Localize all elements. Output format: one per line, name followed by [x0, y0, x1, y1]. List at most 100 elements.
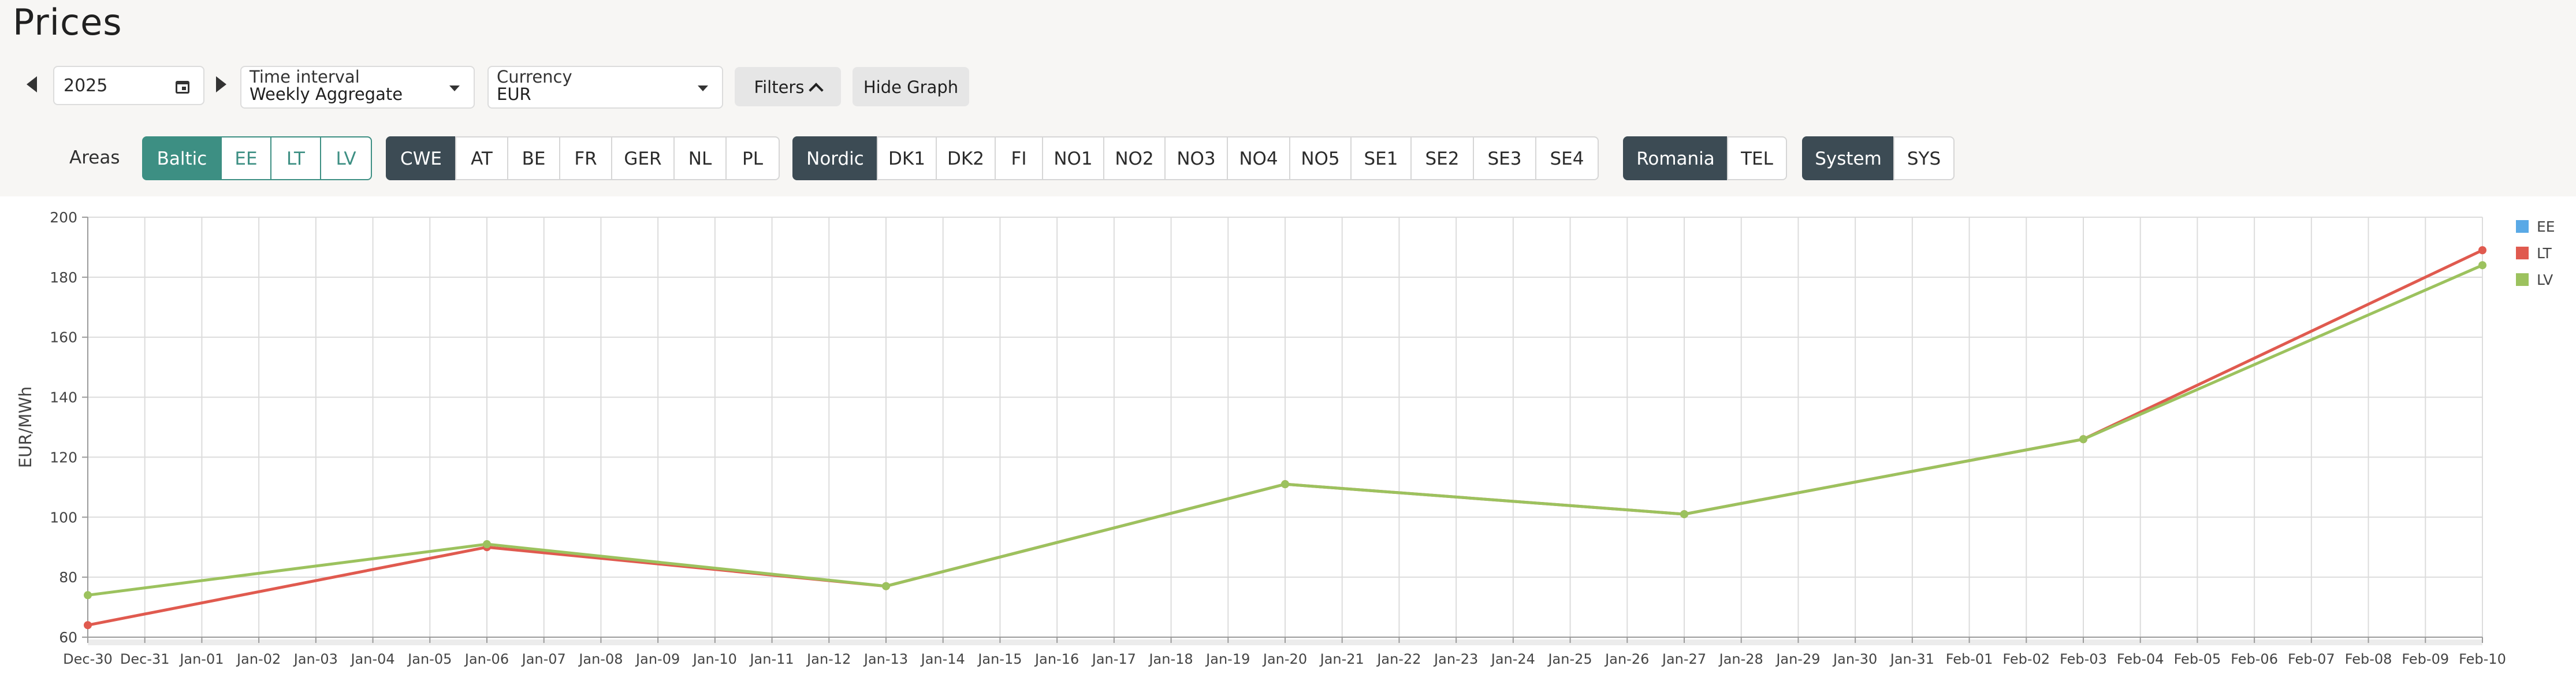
x-tick-label: Jan-22	[1376, 651, 1421, 667]
legend-label-ee[interactable]: EE	[2537, 218, 2555, 235]
data-point-lv[interactable]	[1281, 480, 1289, 489]
legend-swatch-ee[interactable]	[2516, 220, 2529, 233]
x-tick-label: Dec-30	[63, 651, 113, 667]
x-tick-label: Feb-01	[1946, 651, 1993, 667]
data-point-lv[interactable]	[882, 582, 890, 590]
x-tick-label: Feb-02	[2002, 651, 2050, 667]
y-tick-label: 60	[59, 629, 77, 646]
area-button-se2[interactable]: SE2	[1410, 136, 1474, 180]
x-tick-label: Jan-12	[806, 651, 851, 667]
previous-year-button[interactable]	[27, 76, 37, 92]
area-button-pl[interactable]: PL	[725, 136, 780, 180]
area-button-system[interactable]: System	[1802, 136, 1894, 180]
controls-bar: 2025 Time interval Weekly Aggregate Curr…	[0, 64, 2576, 110]
x-tick-label: Jan-02	[236, 651, 281, 667]
area-button-nl[interactable]: NL	[673, 136, 727, 180]
data-point-lv[interactable]	[483, 540, 491, 549]
y-tick-label: 120	[50, 449, 77, 466]
area-button-ee[interactable]: EE	[221, 136, 271, 180]
data-point-lv[interactable]	[84, 591, 92, 600]
x-tick-label: Jan-06	[464, 651, 509, 667]
legend-label-lt[interactable]: LT	[2537, 245, 2552, 262]
area-button-fr[interactable]: FR	[559, 136, 612, 180]
x-tick-label: Feb-06	[2231, 651, 2278, 667]
y-tick-label: 180	[50, 269, 77, 286]
hide-graph-button[interactable]: Hide Graph	[853, 67, 969, 106]
time-interval-label: Time interval	[250, 67, 360, 87]
data-point-lt[interactable]	[2478, 246, 2486, 255]
area-button-romania[interactable]: Romania	[1623, 136, 1728, 180]
calendar-icon[interactable]	[174, 79, 191, 95]
area-button-no5[interactable]: NO5	[1289, 136, 1352, 180]
x-tick-label: Jan-27	[1661, 651, 1706, 667]
x-tick-label: Feb-07	[2288, 651, 2335, 667]
area-button-no4[interactable]: NO4	[1227, 136, 1290, 180]
area-button-lt[interactable]: LT	[270, 136, 321, 180]
hide-graph-label: Hide Graph	[863, 77, 959, 97]
x-tick-label: Jan-09	[635, 651, 680, 667]
legend-swatch-lt[interactable]	[2516, 247, 2529, 259]
y-axis-label: EUR/MWh	[16, 386, 35, 468]
area-button-ger[interactable]: GER	[611, 136, 675, 180]
area-button-se1[interactable]: SE1	[1350, 136, 1412, 180]
chevron-down-icon	[449, 85, 460, 91]
x-tick-label: Feb-03	[2060, 651, 2107, 667]
area-button-dk1[interactable]: DK1	[877, 136, 937, 180]
area-button-tel[interactable]: TEL	[1727, 136, 1787, 180]
area-button-se4[interactable]: SE4	[1535, 136, 1599, 180]
y-tick-label: 100	[50, 509, 77, 526]
area-button-nordic[interactable]: Nordic	[792, 136, 878, 180]
area-button-be[interactable]: BE	[507, 136, 560, 180]
data-point-lv[interactable]	[1680, 510, 1688, 519]
legend-swatch-lv[interactable]	[2516, 273, 2529, 286]
year-value: 2025	[64, 76, 108, 96]
x-tick-label: Jan-16	[1034, 651, 1079, 667]
data-point-lv[interactable]	[2478, 261, 2486, 270]
x-tick-label: Feb-09	[2402, 651, 2449, 667]
top-panel: Prices 2025 Time interval Weekly Aggrega…	[0, 0, 2576, 196]
y-tick-label: 140	[50, 389, 77, 406]
area-button-no2[interactable]: NO2	[1103, 136, 1166, 180]
area-button-baltic[interactable]: Baltic	[142, 136, 222, 180]
time-interval-select[interactable]: Time interval Weekly Aggregate	[240, 66, 475, 109]
legend-label-lv[interactable]: LV	[2537, 272, 2553, 288]
area-button-dk2[interactable]: DK2	[936, 136, 996, 180]
y-tick-label: 160	[50, 329, 77, 346]
next-year-button[interactable]	[216, 76, 226, 92]
area-button-no1[interactable]: NO1	[1042, 136, 1104, 180]
area-button-cwe[interactable]: CWE	[386, 136, 456, 180]
x-tick-label: Jan-11	[749, 651, 794, 667]
x-tick-label: Jan-13	[863, 651, 908, 667]
price-chart: 60 80 100 120 140 160 180 200 Dec-30 Dec-31 Jan-01…	[16, 209, 2555, 667]
x-tick-label: Jan-10	[692, 651, 737, 667]
x-tick-label: Jan-25	[1547, 651, 1592, 667]
x-tick-label: Jan-07	[521, 651, 566, 667]
chevron-up-icon	[809, 83, 824, 98]
x-tick-label: Jan-19	[1205, 651, 1250, 667]
x-tick-label: Feb-08	[2345, 651, 2392, 667]
area-button-lv[interactable]: LV	[320, 136, 372, 180]
x-tick-label: Feb-04	[2117, 651, 2164, 667]
x-tick-label: Jan-05	[407, 651, 452, 667]
x-tick-label: Jan-15	[977, 651, 1022, 667]
filters-button[interactable]: Filters	[735, 67, 841, 106]
area-button-no3[interactable]: NO3	[1164, 136, 1228, 180]
data-point-lt[interactable]	[84, 621, 92, 630]
x-tick-label: Jan-01	[178, 651, 224, 667]
currency-value: EUR	[497, 84, 531, 104]
x-tick-label: Jan-24	[1490, 651, 1535, 667]
year-input[interactable]: 2025	[53, 66, 204, 105]
x-tick-label: Jan-31	[1889, 651, 1934, 667]
x-tick-label: Jan-26	[1604, 651, 1649, 667]
x-tick-label: Dec-31	[120, 651, 170, 667]
area-button-sys[interactable]: SYS	[1893, 136, 1955, 180]
area-button-fi[interactable]: FI	[995, 136, 1043, 180]
currency-select[interactable]: Currency EUR	[487, 66, 723, 109]
x-tick-label: Jan-03	[293, 651, 338, 667]
x-tick-label: Jan-28	[1718, 651, 1763, 667]
area-button-se3[interactable]: SE3	[1473, 136, 1536, 180]
x-tick-label: Jan-29	[1775, 651, 1820, 667]
area-button-at[interactable]: AT	[455, 136, 508, 180]
chevron-down-icon	[698, 85, 708, 91]
data-point-lv[interactable]	[2079, 435, 2087, 444]
